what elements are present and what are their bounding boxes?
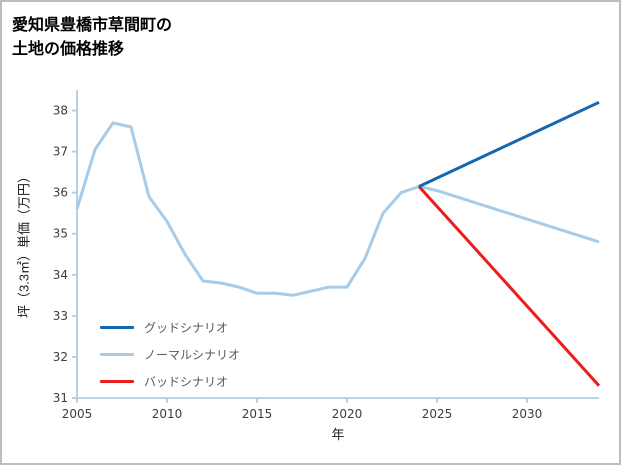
svg-text:2025: 2025	[422, 407, 453, 421]
svg-text:32: 32	[53, 350, 68, 364]
svg-text:35: 35	[53, 227, 68, 241]
bad-scenario-line-swatch	[100, 380, 134, 383]
normal-scenario-line-swatch	[100, 353, 134, 356]
svg-text:2010: 2010	[152, 407, 183, 421]
legend-item-good: グッドシナリオ	[100, 314, 240, 341]
bad-scenario-label: バッドシナリオ	[144, 375, 229, 389]
legend-item-bad: バッドシナリオ	[100, 368, 240, 395]
svg-text:2005: 2005	[62, 407, 93, 421]
x-axis-label: 年	[331, 427, 345, 442]
svg-text:36: 36	[53, 186, 68, 200]
svg-text:31: 31	[53, 391, 68, 405]
svg-text:37: 37	[53, 145, 68, 159]
y-axis-label: 坪（3.3㎡）単価（万円）	[16, 169, 32, 319]
title-line-2: 土地の価格推移	[12, 41, 125, 58]
svg-text:2020: 2020	[332, 407, 363, 421]
title-line-1: 愛知県豊橋市草間町の	[12, 17, 173, 34]
svg-text:2015: 2015	[242, 407, 273, 421]
good-scenario-line-swatch	[100, 326, 134, 329]
good-scenario-label: グッドシナリオ	[144, 321, 229, 335]
svg-text:38: 38	[53, 104, 68, 118]
svg-text:2030: 2030	[512, 407, 543, 421]
page-title: 愛知県豊橋市草間町の 土地の価格推移	[12, 14, 172, 62]
svg-text:34: 34	[53, 268, 68, 282]
legend-item-normal: ノーマルシナリオ	[100, 341, 240, 368]
legend: グッドシナリオ ノーマルシナリオ バッドシナリオ	[100, 314, 240, 395]
svg-text:33: 33	[53, 309, 68, 323]
normal-scenario-label: ノーマルシナリオ	[144, 348, 241, 362]
